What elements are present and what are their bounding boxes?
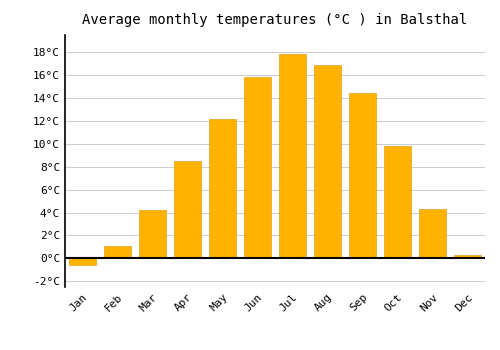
Bar [174,161,201,258]
Bar [314,65,340,258]
Bar [70,258,96,265]
Bar [420,209,446,258]
Bar [140,210,166,258]
Bar [350,93,376,258]
Bar [104,246,130,258]
Bar [384,146,410,258]
Bar [244,77,270,258]
Bar [454,255,480,258]
Bar [210,119,236,258]
Bar [280,55,305,258]
Title: Average monthly temperatures (°C ) in Balsthal: Average monthly temperatures (°C ) in Ba… [82,13,468,27]
